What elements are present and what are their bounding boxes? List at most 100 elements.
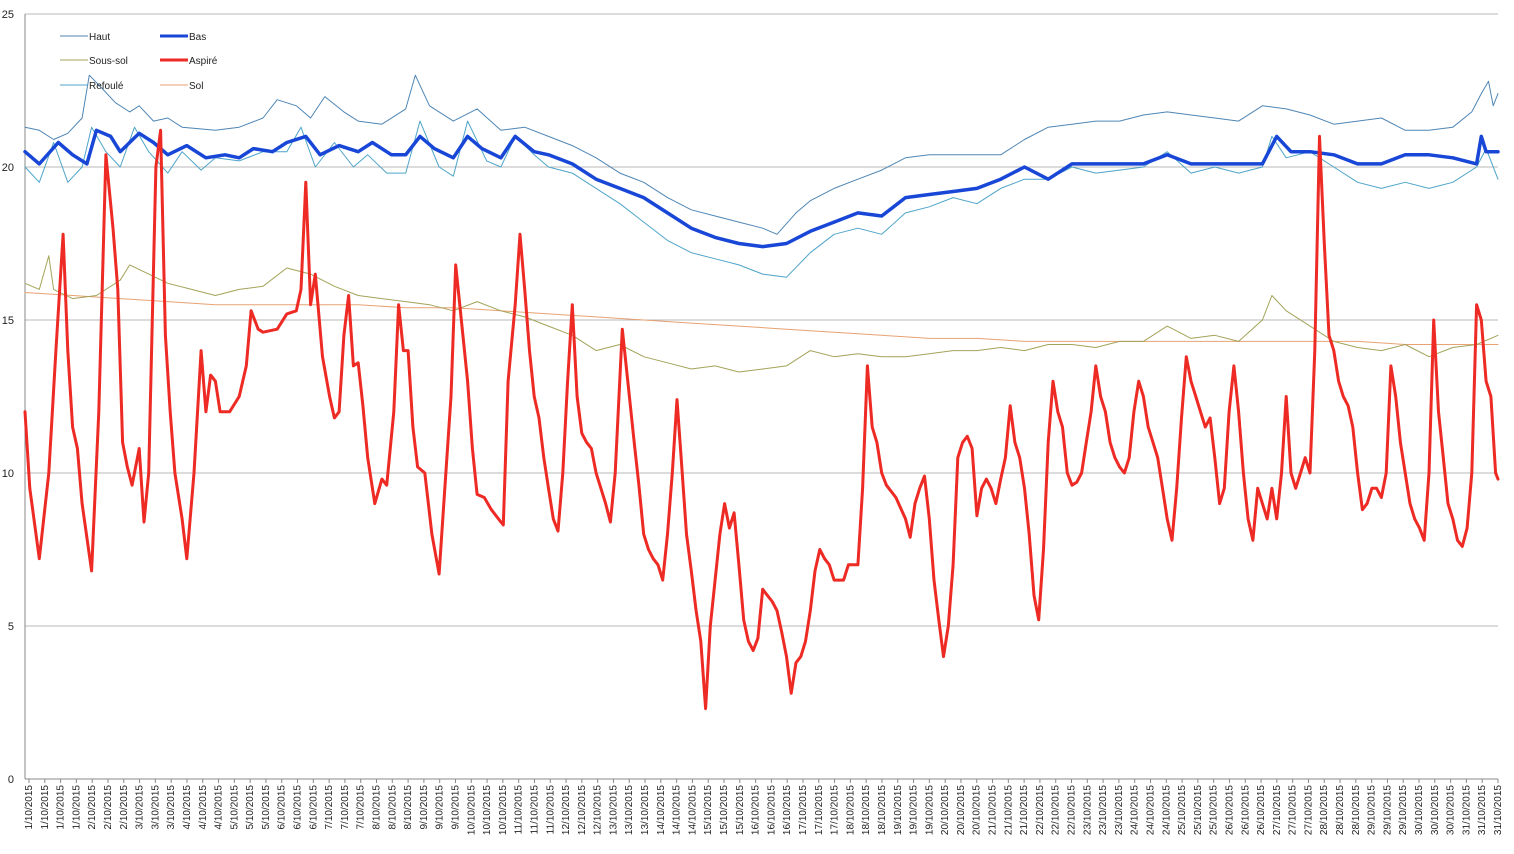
- series-line-5: [24, 292, 1499, 345]
- x-tick-label: 23/10/2015: [1082, 785, 1093, 835]
- y-tick-label: 5: [8, 621, 14, 633]
- y-tick-label: 0: [8, 774, 14, 786]
- x-tick-label: 25/10/2015: [1209, 785, 1220, 835]
- x-tick-label: 16/10/2015: [751, 785, 762, 835]
- x-tick-label: 15/10/2015: [735, 785, 746, 835]
- legend-label: Aspiré: [189, 56, 218, 67]
- x-tick-label: 3/10/2015: [150, 785, 161, 830]
- x-tick-label: 27/10/2015: [1303, 785, 1314, 835]
- series-line-4: [24, 120, 1499, 278]
- x-tick-label: 12/10/2015: [561, 785, 572, 835]
- x-tick-label: 25/10/2015: [1177, 785, 1188, 835]
- x-tick-label: 1/10/2015: [24, 785, 35, 830]
- x-tick-label: 20/10/2015: [972, 785, 983, 835]
- x-tick-label: 18/10/2015: [861, 785, 872, 835]
- x-axis-ticks: 1/10/2015 1/10/2015 1/10/2015 1/10/2015 2/10…: [24, 779, 1504, 835]
- x-tick-label: 2/10/2015: [103, 785, 114, 830]
- x-tick-label: 10/10/2015: [498, 785, 509, 835]
- legend-label: Bas: [189, 32, 206, 43]
- legend: Haut Bas Sous-sol Aspiré Refoulé Sol: [60, 32, 218, 92]
- x-tick-label: 26/10/2015: [1224, 785, 1235, 835]
- x-tick-label: 24/10/2015: [1145, 785, 1156, 835]
- y-tick-label: 20: [2, 162, 14, 174]
- x-tick-label: 10/10/2015: [482, 785, 493, 835]
- x-tick-label: 29/10/2015: [1367, 785, 1378, 835]
- x-tick-label: 21/10/2015: [1003, 785, 1014, 835]
- legend-label: Sol: [189, 81, 203, 92]
- x-tick-label: 20/10/2015: [940, 785, 951, 835]
- x-tick-label: 15/10/2015: [719, 785, 730, 835]
- x-tick-label: 1/10/2015: [56, 785, 67, 830]
- y-tick-label: 10: [2, 468, 14, 480]
- x-tick-label: 6/10/2015: [277, 785, 288, 830]
- y-tick-label: 25: [2, 9, 14, 21]
- x-tick-label: 25/10/2015: [1193, 785, 1204, 835]
- series-line-0: [24, 74, 1499, 235]
- x-tick-label: 4/10/2015: [182, 785, 193, 830]
- x-tick-label: 21/10/2015: [988, 785, 999, 835]
- x-tick-label: 5/10/2015: [245, 785, 256, 830]
- y-tick-label: 15: [2, 315, 14, 327]
- x-tick-label: 27/10/2015: [1272, 785, 1283, 835]
- x-tick-label: 27/10/2015: [1288, 785, 1299, 835]
- x-tick-label: 16/10/2015: [782, 785, 793, 835]
- x-tick-label: 23/10/2015: [1098, 785, 1109, 835]
- x-tick-label: 5/10/2015: [261, 785, 272, 830]
- x-tick-label: 28/10/2015: [1351, 785, 1362, 835]
- x-tick-label: 14/10/2015: [687, 785, 698, 835]
- x-tick-label: 31/10/2015: [1461, 785, 1472, 835]
- series-line-3: [23, 128, 1500, 711]
- x-tick-label: 1/10/2015: [71, 785, 82, 830]
- x-tick-label: 12/10/2015: [593, 785, 604, 835]
- x-tick-label: 22/10/2015: [1035, 785, 1046, 835]
- x-tick-label: 23/10/2015: [1114, 785, 1125, 835]
- x-tick-label: 7/10/2015: [356, 785, 367, 830]
- x-tick-label: 8/10/2015: [372, 785, 383, 830]
- x-tick-label: 21/10/2015: [1019, 785, 1030, 835]
- x-tick-label: 29/10/2015: [1382, 785, 1393, 835]
- x-tick-label: 29/10/2015: [1398, 785, 1409, 835]
- x-tick-label: 8/10/2015: [403, 785, 414, 830]
- x-tick-label: 26/10/2015: [1240, 785, 1251, 835]
- x-tick-label: 6/10/2015: [293, 785, 304, 830]
- x-tick-label: 9/10/2015: [419, 785, 430, 830]
- x-tick-label: 28/10/2015: [1319, 785, 1330, 835]
- x-tick-label: 30/10/2015: [1446, 785, 1457, 835]
- x-tick-label: 14/10/2015: [672, 785, 683, 835]
- legend-label: Haut: [89, 32, 110, 43]
- x-tick-label: 11/10/2015: [514, 785, 525, 835]
- x-tick-label: 30/10/2015: [1430, 785, 1441, 835]
- x-tick-label: 19/10/2015: [909, 785, 920, 835]
- x-tick-label: 3/10/2015: [135, 785, 146, 830]
- x-tick-label: 13/10/2015: [640, 785, 651, 835]
- x-tick-label: 19/10/2015: [893, 785, 904, 835]
- x-tick-label: 22/10/2015: [1051, 785, 1062, 835]
- x-tick-label: 4/10/2015: [214, 785, 225, 830]
- x-tick-label: 4/10/2015: [198, 785, 209, 830]
- x-tick-label: 22/10/2015: [1067, 785, 1078, 835]
- y-axis-ticks: 0 5 10 15 20 25: [2, 9, 14, 786]
- x-tick-label: 17/10/2015: [830, 785, 841, 835]
- x-tick-label: 30/10/2015: [1414, 785, 1425, 835]
- x-tick-label: 7/10/2015: [340, 785, 351, 830]
- x-tick-label: 24/10/2015: [1161, 785, 1172, 835]
- legend-label: Sous-sol: [89, 56, 128, 67]
- x-tick-label: 7/10/2015: [324, 785, 335, 830]
- grid: [24, 13, 1498, 780]
- x-tick-label: 1/10/2015: [40, 785, 51, 830]
- x-tick-label: 10/10/2015: [466, 785, 477, 835]
- x-tick-label: 14/10/2015: [656, 785, 667, 835]
- x-tick-label: 28/10/2015: [1335, 785, 1346, 835]
- x-tick-label: 2/10/2015: [87, 785, 98, 830]
- x-tick-label: 16/10/2015: [766, 785, 777, 835]
- x-tick-label: 19/10/2015: [924, 785, 935, 835]
- x-tick-label: 17/10/2015: [798, 785, 809, 835]
- x-tick-label: 31/10/2015: [1477, 785, 1488, 835]
- x-tick-label: 8/10/2015: [387, 785, 398, 830]
- x-tick-label: 2/10/2015: [119, 785, 130, 830]
- legend-label: Refoulé: [89, 81, 124, 92]
- series-lines: [23, 74, 1500, 711]
- x-tick-label: 20/10/2015: [956, 785, 967, 835]
- series-line-1: [23, 128, 1500, 249]
